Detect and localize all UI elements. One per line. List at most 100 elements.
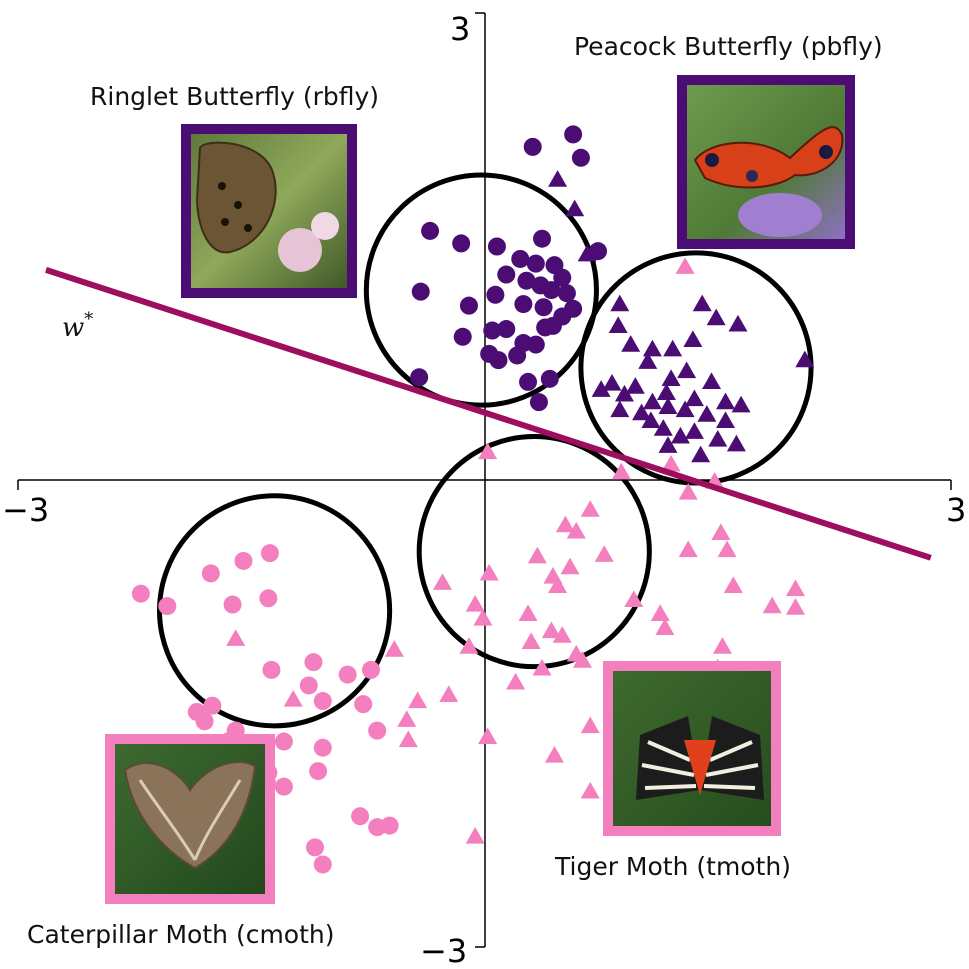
point-triangle-s2-35: [459, 637, 479, 654]
point-triangle-s2-46: [580, 716, 600, 734]
point-circle-s0-12: [517, 271, 536, 290]
point-triangle-s1-3: [610, 294, 630, 312]
circle-tmoth: [416, 434, 652, 670]
point-circle-s0-34: [540, 369, 559, 388]
point-triangle-s2-47: [544, 746, 564, 763]
point-circle-s3-17: [309, 762, 328, 781]
point-circle-s3-18: [203, 696, 222, 715]
point-triangle-s1-33: [708, 430, 728, 447]
point-triangle-s2-29: [541, 621, 561, 639]
point-triangle-s1-8: [608, 316, 628, 334]
peacock-butterfly-photo: [677, 75, 855, 249]
point-triangle-s1-4: [692, 294, 712, 312]
point-triangle-s2-0: [675, 257, 695, 274]
point-circle-s0-15: [553, 268, 572, 287]
point-triangle-s1-2: [577, 244, 597, 262]
point-triangle-s1-38: [610, 400, 630, 418]
point-circle-s0-0: [564, 125, 583, 144]
point-triangle-s1-26: [658, 397, 678, 414]
point-circle-s0-19: [411, 282, 430, 301]
point-triangle-s1-9: [621, 335, 641, 352]
point-triangle-s2-19: [723, 576, 743, 593]
point-triangle-s2-2: [661, 454, 681, 472]
x-min-tick-label: −3: [2, 491, 49, 529]
point-triangle-s1-30: [653, 419, 673, 436]
point-triangle-s2-20: [624, 590, 644, 607]
point-triangle-s2-24: [762, 596, 782, 614]
point-circle-s0-26: [497, 320, 516, 339]
point-triangle-s2-9: [711, 523, 731, 541]
point-triangle-s2-6: [580, 500, 600, 517]
circle-cmoth: [157, 493, 393, 729]
point-circle-s3-13: [354, 695, 373, 714]
point-circle-s0-37: [529, 393, 548, 412]
point-triangle-s1-19: [656, 383, 676, 400]
point-circle-s0-7: [589, 242, 608, 261]
point-circle-s3-8: [361, 660, 380, 679]
point-circle-s0-27: [483, 321, 502, 340]
point-circle-s3-20: [195, 712, 214, 731]
separator-line: [45, 266, 932, 561]
point-triangle-s1-28: [697, 405, 717, 422]
point-triangle-s2-22: [786, 579, 805, 597]
point-triangle-s1-34: [658, 436, 678, 453]
ringlet-label: Ringlet Butterfly (rbfly): [90, 82, 379, 111]
point-circle-s3-12: [313, 692, 332, 711]
point-triangle-s2-34: [384, 640, 404, 657]
point-circle-s0-8: [511, 249, 530, 268]
point-triangle-s1-13: [638, 352, 658, 369]
point-triangle-s1-15: [661, 369, 681, 386]
point-triangle-s1-29: [641, 411, 661, 428]
point-triangle-s1-6: [728, 314, 748, 332]
point-triangle-s2-27: [650, 604, 670, 621]
x-max-tick-label: 3: [946, 491, 966, 529]
point-circle-s3-14: [368, 721, 387, 740]
point-triangle-s2-31: [552, 626, 572, 643]
point-triangle-s2-8: [566, 521, 586, 539]
circle-pbfly: [578, 250, 814, 486]
y-min-tick-label: −3: [420, 932, 467, 969]
point-triangle-s2-28: [655, 618, 675, 636]
point-circle-s3-3: [259, 589, 278, 608]
point-triangle-s2-25: [518, 604, 538, 621]
tiger-moth-photo: [603, 661, 781, 836]
point-triangle-s2-32: [226, 629, 246, 646]
point-circle-s3-11: [299, 676, 318, 695]
point-circle-s0-18: [534, 298, 553, 317]
point-circle-s3-9: [304, 653, 323, 672]
point-circle-s0-3: [421, 221, 440, 240]
point-triangle-s2-42: [283, 689, 303, 707]
point-triangle-s2-3: [611, 462, 631, 480]
point-triangle-s2-49: [465, 826, 485, 844]
point-triangle-s2-39: [572, 651, 592, 668]
point-circle-s0-28: [453, 327, 472, 346]
w-star-label: w*: [62, 309, 93, 343]
point-triangle-s1-17: [602, 373, 622, 391]
caterpillar-moth-photo: [105, 734, 275, 904]
point-triangle-s2-48: [580, 781, 600, 799]
point-circle-s0-5: [487, 237, 506, 256]
point-circle-s3-2: [201, 564, 220, 583]
point-triangle-s2-23: [786, 598, 805, 615]
point-triangle-s2-40: [506, 672, 526, 690]
point-triangle-s1-12: [683, 330, 703, 348]
point-triangle-s1-18: [625, 377, 645, 394]
point-triangle-s2-1: [478, 442, 498, 460]
point-circle-s3-34: [313, 855, 332, 874]
point-triangle-s2-50: [478, 727, 498, 744]
point-triangle-s1-5: [706, 308, 726, 326]
point-circle-s0-33: [489, 351, 508, 370]
point-circle-s0-35: [519, 372, 538, 391]
point-circle-s0-25: [543, 316, 562, 335]
point-circle-s0-4: [452, 234, 471, 253]
point-circle-s3-10: [262, 660, 281, 679]
point-circle-s0-23: [459, 296, 478, 315]
point-triangle-s2-7: [555, 515, 575, 533]
tiger-moth-label: Tiger Moth (tmoth): [554, 852, 791, 881]
point-triangle-s1-1: [565, 199, 585, 217]
point-circle-s3-1: [234, 551, 253, 570]
point-triangle-s1-25: [642, 392, 662, 410]
point-triangle-s1-7: [795, 350, 815, 368]
y-max-tick-label: 3: [450, 10, 470, 48]
